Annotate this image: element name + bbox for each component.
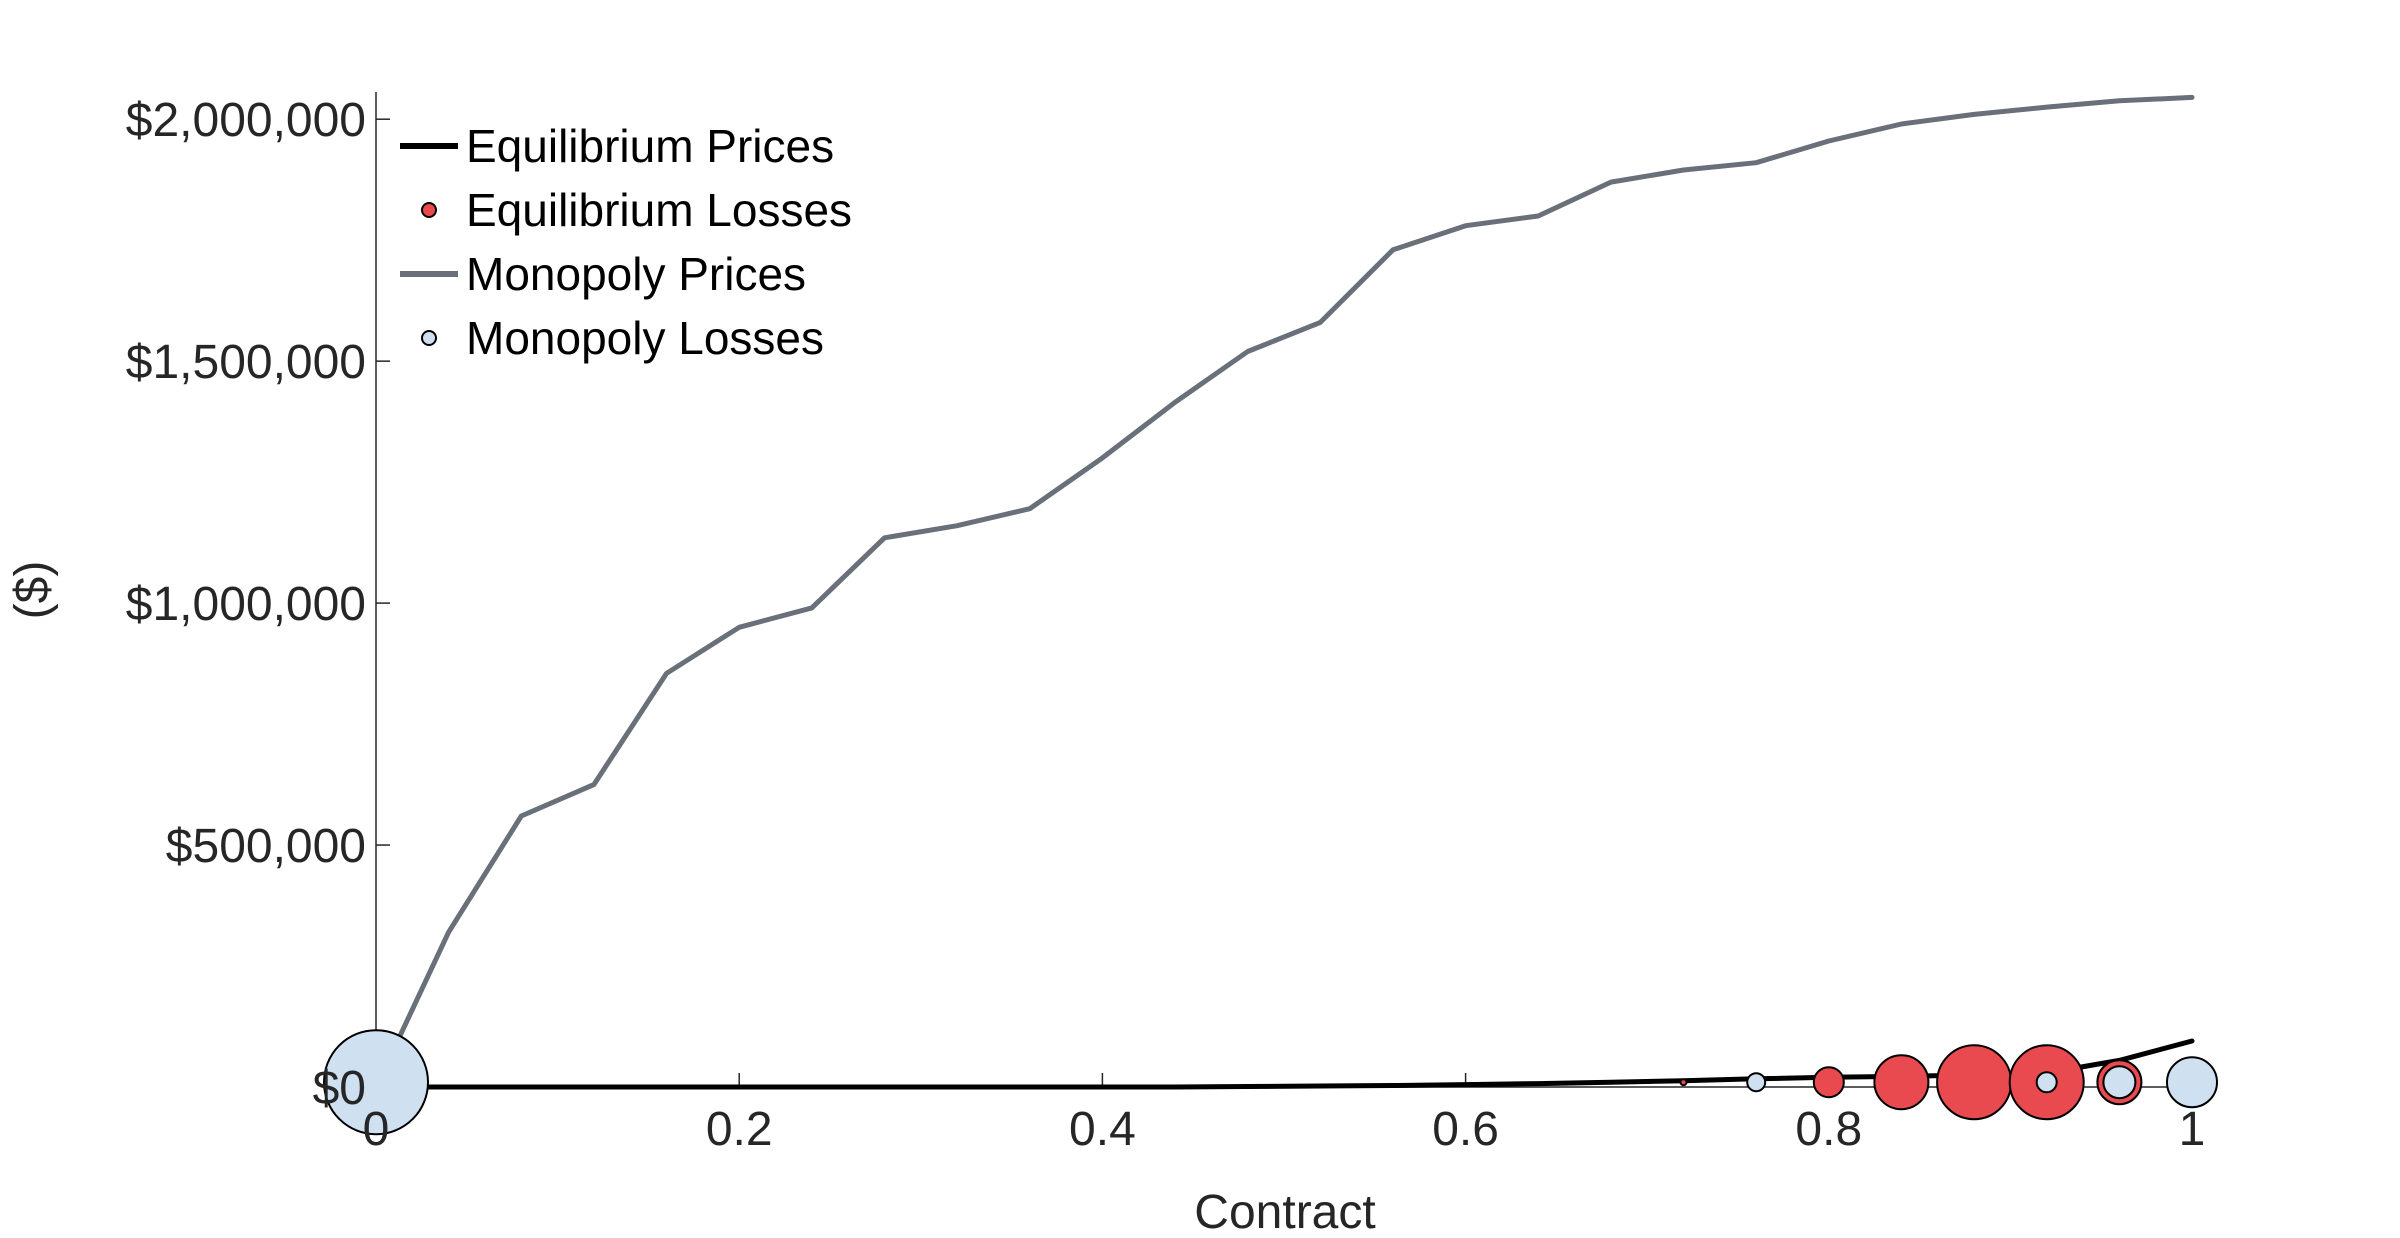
axes <box>375 92 2193 1088</box>
y-axis-title: ($) <box>6 561 59 620</box>
bubble-point-3-2 <box>2035 1071 2058 1094</box>
y-tick-label: $1,500,000 <box>126 336 366 389</box>
y-tick-label: $500,000 <box>166 820 366 873</box>
x-tick-label: 1 <box>2179 1103 2206 1156</box>
x-tick-label: 0.2 <box>706 1103 773 1156</box>
bubble-point-3-0 <box>323 1029 429 1136</box>
bubble-point-1-1 <box>1812 1066 1845 1099</box>
bubble-point-3-1 <box>1746 1072 1767 1093</box>
bubble-point-1-0 <box>1679 1078 1688 1087</box>
x-tick-label: 0.4 <box>1069 1103 1136 1156</box>
y-tick-label: $1,000,000 <box>126 578 366 631</box>
x-tick-label: 0 <box>363 1103 390 1156</box>
series-line-2 <box>373 94 2195 1090</box>
legend: Equilibrium Prices Equilibrium Losses Mono… <box>400 120 852 364</box>
legend-label-0: Equilibrium Prices <box>466 120 834 172</box>
legend-label-1: Equilibrium Losses <box>466 184 852 236</box>
legend-label-3: Monopoly Losses <box>466 312 824 364</box>
bubble-point-1-3 <box>1936 1044 2013 1121</box>
y-tick-label: $0 <box>313 1062 366 1115</box>
bubble-point-3-3 <box>2102 1065 2137 1100</box>
x-tick-label: 0.6 <box>1432 1103 1499 1156</box>
plot-bubbles <box>323 1029 2218 1136</box>
plot-lines <box>373 94 2195 1090</box>
legend-swatch-3 <box>421 330 437 346</box>
x-axis-title: Contract <box>1194 1186 1375 1238</box>
bubble-point-1-2 <box>1873 1054 1930 1111</box>
x-tick-label: 0.8 <box>1795 1103 1862 1156</box>
tick-labels: 0 0.2 0.4 0.6 0.8 1 $0 $500,000 $1,000,000 $1,500… <box>126 94 2206 1156</box>
legend-label-2: Monopoly Prices <box>466 248 806 300</box>
legend-swatch-1 <box>421 202 437 218</box>
bubble-point-3-4 <box>2166 1056 2218 1109</box>
y-tick-label: $2,000,000 <box>126 94 366 147</box>
